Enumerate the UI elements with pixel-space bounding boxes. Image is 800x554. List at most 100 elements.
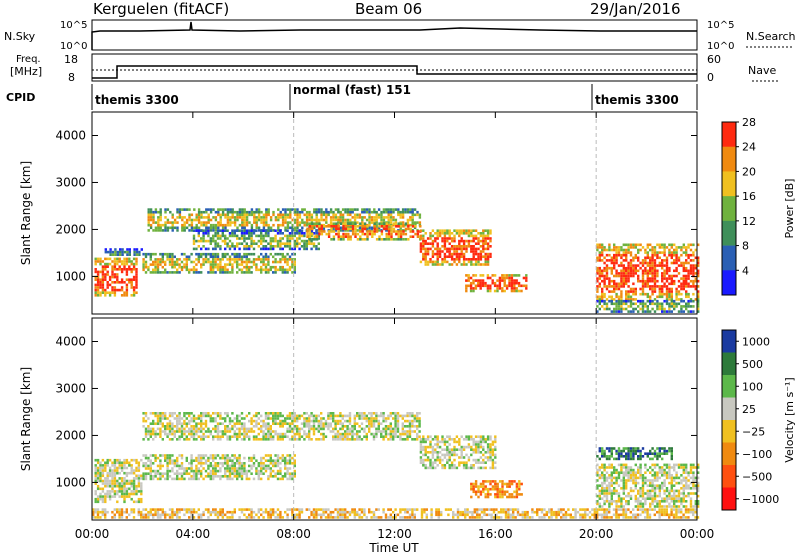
power-cell — [617, 282, 621, 286]
velocity-cell — [154, 414, 157, 418]
power-cell — [481, 279, 485, 282]
velocity-cell — [116, 484, 119, 488]
power-cell — [281, 255, 284, 259]
velocity-cell — [458, 443, 461, 446]
velocity-cell — [384, 430, 388, 433]
power-cell — [637, 274, 640, 278]
power-cell — [265, 208, 268, 211]
velocity-cell — [363, 427, 366, 431]
power-cell — [269, 216, 273, 219]
power-cell — [193, 208, 196, 211]
power-cell — [293, 234, 296, 238]
velocity-cell — [111, 482, 114, 485]
velocity-cell — [176, 464, 179, 468]
velocity-cell — [596, 479, 599, 482]
velocity-cell — [467, 443, 471, 446]
velocity-cell — [344, 435, 347, 438]
velocity-cell — [147, 430, 150, 433]
velocity-cell — [358, 414, 361, 418]
power-cell — [613, 256, 616, 260]
power-cell — [658, 285, 661, 288]
velocity-cell — [613, 487, 616, 490]
power-cell — [486, 242, 490, 245]
velocity-cell — [197, 456, 200, 460]
velocity-cell — [605, 494, 609, 498]
power-cell — [130, 278, 133, 281]
power-cell — [404, 227, 408, 231]
power-cell — [682, 285, 685, 288]
velocity-cell — [161, 430, 164, 433]
power-cell — [503, 289, 506, 293]
power-cell — [202, 239, 205, 243]
velocity-cell — [137, 474, 141, 478]
power-cell — [653, 287, 657, 291]
velocity-cell — [214, 467, 217, 470]
velocity-cell — [168, 422, 172, 425]
velocity-cell — [279, 422, 282, 425]
power-cell — [371, 230, 374, 233]
velocity-cell — [200, 464, 203, 468]
velocity-cell — [190, 456, 193, 460]
velocity-cell — [106, 484, 109, 488]
velocity-cell — [228, 469, 232, 473]
power-cell — [293, 213, 297, 217]
power-cell — [264, 271, 268, 274]
power-cell — [472, 289, 475, 293]
velocity-cell — [482, 453, 485, 457]
power-cell — [434, 260, 437, 264]
velocity-cell — [96, 474, 100, 478]
power-cell — [135, 275, 138, 279]
power-cell — [253, 216, 256, 219]
power-cell — [450, 232, 454, 235]
power-cell — [620, 279, 623, 283]
velocity-cell — [424, 451, 427, 454]
velocity-cell — [291, 438, 294, 441]
power-cell — [486, 263, 490, 266]
power-cell — [96, 286, 100, 289]
velocity-cell — [221, 435, 224, 438]
velocity-cell — [356, 438, 359, 441]
power-cell — [337, 235, 340, 238]
power-cell — [613, 266, 616, 270]
power-cell — [489, 255, 492, 258]
velocity-cell — [298, 435, 301, 438]
power-cell — [298, 229, 301, 232]
power-cell — [510, 274, 514, 277]
velocity-cell — [460, 435, 463, 438]
velocity-cell — [176, 417, 179, 420]
power-cell — [238, 216, 242, 219]
velocity-cell — [356, 430, 359, 433]
power-cell — [262, 218, 266, 222]
velocity-cell — [474, 482, 478, 486]
power-cell — [617, 295, 621, 299]
power-cell — [96, 270, 100, 274]
power-cell — [665, 277, 669, 280]
power-cell — [267, 232, 270, 235]
velocity-cell — [245, 469, 248, 473]
velocity-cell — [596, 502, 599, 506]
power-cell — [493, 274, 497, 277]
velocity-cell — [154, 435, 157, 438]
velocity-cell — [641, 474, 645, 477]
velocity-cell — [106, 495, 109, 498]
power-cell — [214, 234, 217, 238]
power-cell — [434, 263, 437, 266]
velocity-cell — [96, 466, 100, 470]
power-cell — [685, 259, 688, 262]
power-cell — [94, 268, 97, 271]
power-cell — [513, 281, 516, 285]
velocity-cell — [269, 454, 272, 457]
power-cell — [484, 255, 487, 258]
power-cell — [130, 281, 133, 284]
velocity-cell — [515, 493, 519, 496]
power-cell — [284, 258, 287, 261]
power-cell — [221, 268, 224, 272]
velocity-cell — [274, 412, 277, 415]
velocity-cell — [267, 430, 270, 433]
power-cell — [298, 223, 302, 227]
velocity-cell — [341, 414, 344, 418]
power-cell — [274, 268, 277, 272]
power-colorbar-swatch — [722, 122, 736, 148]
power-cell — [608, 248, 611, 252]
